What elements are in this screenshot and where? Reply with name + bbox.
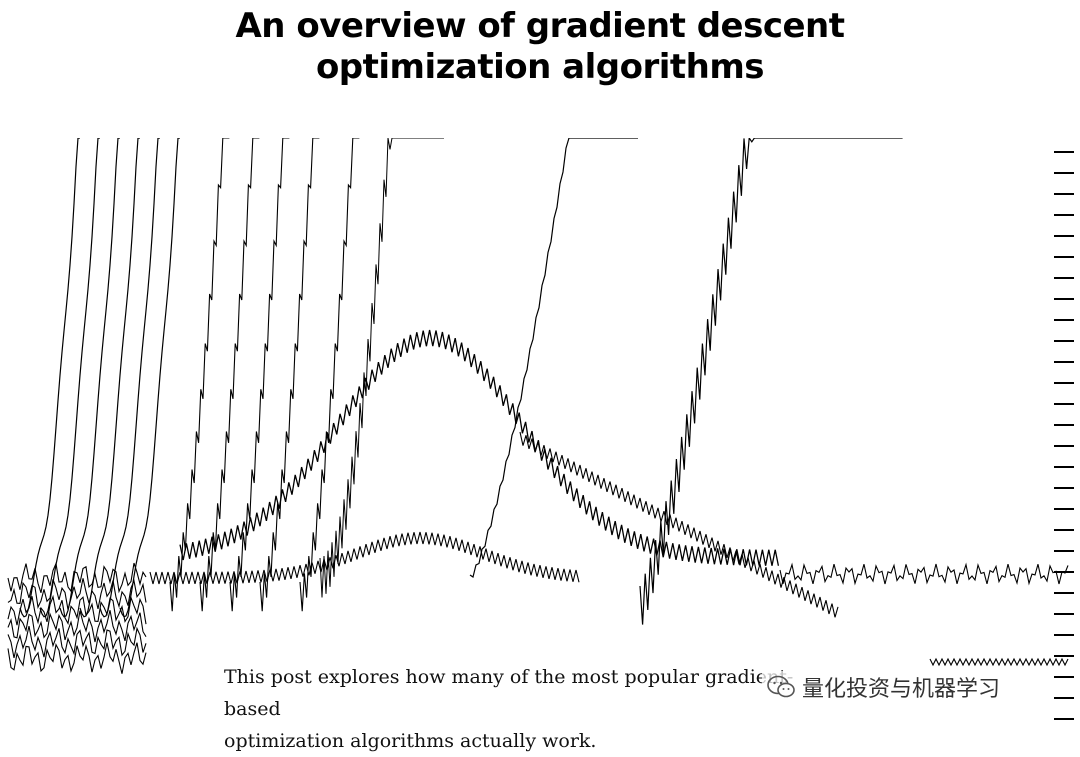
exploding-curve	[19, 138, 80, 618]
descending-tail-curve	[519, 431, 839, 618]
dashed-vertical-curve	[319, 138, 444, 598]
noisy-band-curve	[7, 578, 147, 610]
exploding-curve	[119, 138, 180, 618]
title-line-1: An overview of gradient descent	[235, 6, 845, 46]
small-hump-curve	[149, 531, 580, 585]
page-title: An overview of gradient descent optimiza…	[0, 6, 1080, 88]
spike-curve	[259, 138, 320, 612]
header-illustration	[0, 138, 1080, 734]
oscillating-curves-illustration	[7, 138, 1074, 720]
arch-curve	[179, 329, 780, 566]
exploding-curve	[39, 138, 100, 618]
noisy-band-curve	[7, 561, 147, 594]
exploding-curve	[79, 138, 140, 618]
exploding-curve	[99, 138, 160, 618]
spike-curve	[299, 138, 360, 612]
flat-tail-curve	[779, 562, 1069, 586]
spike-curve	[169, 138, 230, 612]
exploding-curve	[59, 138, 120, 618]
wechat-icon	[767, 675, 795, 698]
summary-line-1: This post explores how many of the most …	[224, 666, 794, 720]
rising-curve	[469, 138, 638, 578]
spike-curve	[229, 138, 290, 612]
watermark: 量化投资与机器学习	[762, 671, 1005, 703]
title-line-2: optimization algorithms	[315, 47, 765, 87]
noisy-band-curve	[7, 625, 147, 659]
summary-line-2: optimization algorithms actually work.	[224, 730, 597, 752]
spike-curve	[199, 138, 260, 612]
noisy-band-curve	[7, 610, 147, 643]
noisy-band-curve	[7, 594, 147, 626]
noisy-band-curve	[7, 642, 147, 674]
post-summary: This post explores how many of the most …	[224, 661, 844, 757]
right-rise-curve	[639, 138, 903, 625]
bottom-right-curve	[929, 657, 1069, 667]
watermark-text: 量化投资与机器学习	[802, 677, 1001, 702]
